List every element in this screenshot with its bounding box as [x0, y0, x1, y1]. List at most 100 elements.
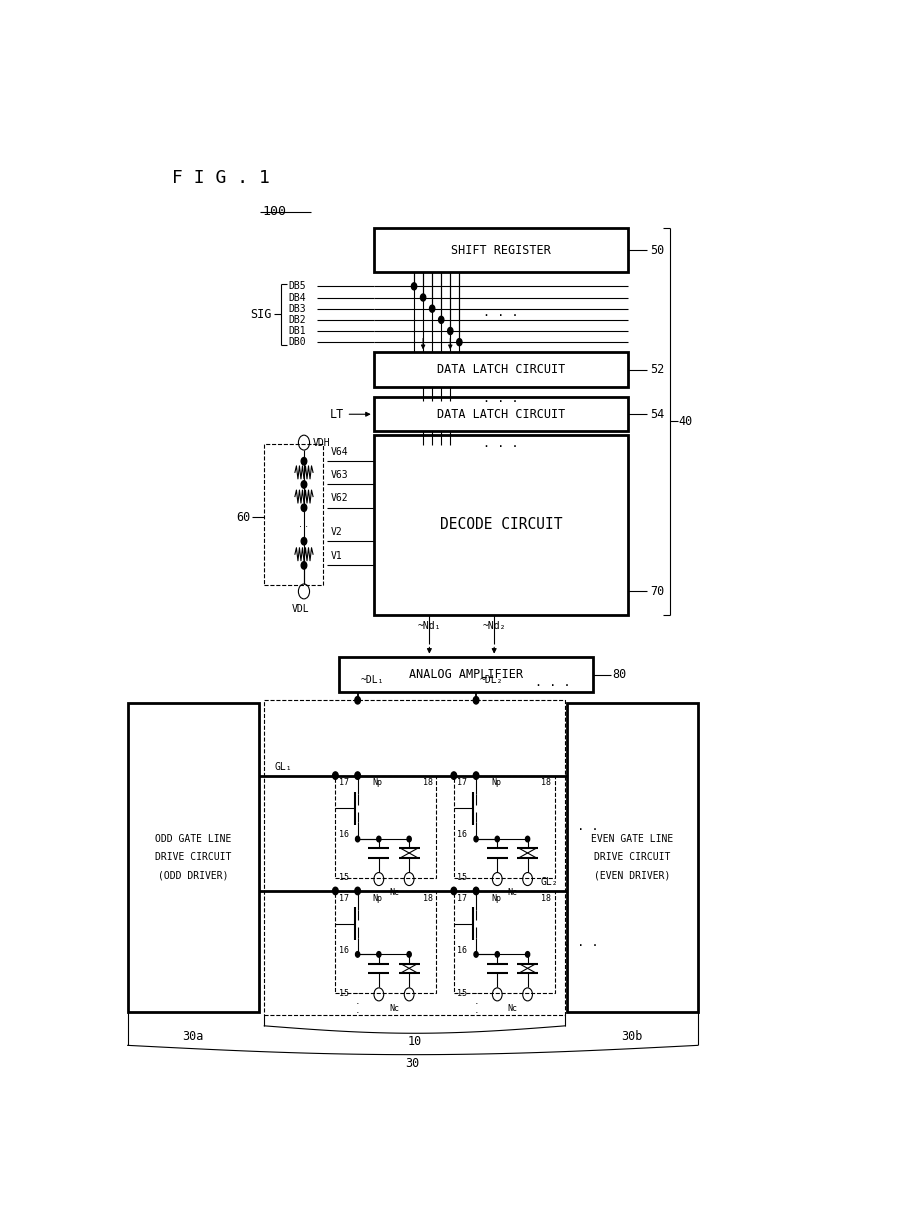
Text: F I G . 1: F I G . 1 [172, 169, 270, 187]
Text: 15: 15 [458, 989, 467, 998]
FancyBboxPatch shape [264, 443, 324, 585]
Text: DB3: DB3 [288, 303, 306, 314]
Text: 16: 16 [458, 830, 467, 840]
Text: 16: 16 [339, 946, 349, 954]
Circle shape [333, 772, 338, 779]
Circle shape [355, 772, 360, 779]
Text: ~DL₁: ~DL₁ [361, 675, 385, 685]
Text: 18: 18 [541, 778, 551, 788]
Text: Np: Np [373, 894, 383, 902]
Circle shape [333, 887, 338, 895]
Circle shape [473, 772, 479, 779]
Circle shape [495, 836, 499, 842]
Circle shape [457, 338, 462, 345]
FancyBboxPatch shape [335, 892, 436, 993]
FancyBboxPatch shape [454, 776, 555, 878]
Circle shape [448, 327, 453, 335]
Text: DECODE CIRCUIT: DECODE CIRCUIT [440, 517, 562, 533]
Text: SIG: SIG [250, 308, 271, 321]
Text: 54: 54 [650, 408, 664, 420]
Text: Nc: Nc [507, 888, 518, 898]
Text: VDH: VDH [313, 437, 331, 448]
Text: .: . [475, 1005, 478, 1015]
Text: 52: 52 [650, 364, 664, 376]
Text: ~Nd₂: ~Nd₂ [483, 621, 506, 632]
Text: DB4: DB4 [288, 292, 306, 302]
FancyBboxPatch shape [335, 776, 436, 878]
Text: Nc: Nc [389, 888, 399, 898]
Circle shape [355, 836, 360, 842]
Text: 80: 80 [612, 668, 627, 681]
Circle shape [473, 697, 479, 704]
Text: 16: 16 [458, 946, 467, 954]
Text: V2: V2 [331, 527, 343, 536]
Circle shape [301, 458, 307, 465]
Text: GL₂: GL₂ [540, 877, 557, 887]
Text: 30b: 30b [621, 1030, 643, 1044]
Circle shape [474, 888, 478, 894]
Text: DB0: DB0 [288, 337, 306, 347]
Text: . . .: . . . [535, 676, 571, 689]
Circle shape [301, 481, 307, 488]
Text: 50: 50 [650, 244, 664, 256]
Text: 17: 17 [458, 894, 467, 902]
Text: Np: Np [373, 778, 383, 788]
FancyBboxPatch shape [374, 435, 628, 615]
Text: GL₁: GL₁ [274, 762, 291, 772]
Text: . . .: . . . [483, 393, 519, 406]
Text: .: . [356, 987, 360, 997]
FancyBboxPatch shape [566, 703, 698, 1012]
Circle shape [301, 562, 307, 569]
Circle shape [355, 773, 360, 778]
Text: 18: 18 [423, 778, 433, 788]
Text: ~Nd₁: ~Nd₁ [418, 621, 441, 632]
Circle shape [301, 504, 307, 511]
Text: V1: V1 [331, 551, 343, 561]
Circle shape [495, 952, 499, 957]
Text: 60: 60 [236, 511, 250, 523]
Text: 40: 40 [678, 414, 692, 428]
Text: Np: Np [491, 894, 502, 902]
Circle shape [412, 283, 417, 290]
Text: DATA LATCH CIRCUIT: DATA LATCH CIRCUIT [437, 364, 565, 376]
FancyBboxPatch shape [128, 703, 259, 1012]
Text: 17: 17 [458, 778, 467, 788]
Text: ANALOG AMPLIFIER: ANALOG AMPLIFIER [409, 668, 523, 681]
Circle shape [377, 952, 381, 957]
FancyBboxPatch shape [374, 397, 628, 431]
Circle shape [526, 952, 530, 957]
FancyBboxPatch shape [374, 353, 628, 387]
Text: 30: 30 [405, 1057, 420, 1070]
Text: . . .: . . . [483, 437, 519, 451]
Circle shape [451, 887, 457, 895]
Text: DB1: DB1 [288, 326, 306, 336]
Text: SHIFT REGISTER: SHIFT REGISTER [451, 244, 551, 256]
Text: 18: 18 [541, 894, 551, 902]
Text: .: . [475, 987, 478, 997]
FancyBboxPatch shape [374, 228, 628, 272]
Text: .: . [356, 995, 360, 1006]
Text: . . .: . . . [564, 936, 599, 948]
Circle shape [474, 836, 478, 842]
Text: . .: . . [299, 519, 308, 529]
Text: DB5: DB5 [288, 281, 306, 291]
Text: 17: 17 [339, 778, 349, 788]
Circle shape [355, 697, 360, 704]
Text: DB2: DB2 [288, 315, 306, 325]
Text: Nc: Nc [507, 1004, 518, 1012]
Circle shape [407, 836, 411, 842]
Text: 15: 15 [339, 989, 349, 998]
Text: ODD GATE LINE
DRIVE CIRCUIT
(ODD DRIVER): ODD GATE LINE DRIVE CIRCUIT (ODD DRIVER) [155, 835, 231, 881]
Text: 15: 15 [458, 873, 467, 883]
Circle shape [474, 952, 478, 957]
Text: 18: 18 [423, 894, 433, 902]
Text: . . .: . . . [564, 820, 599, 834]
Text: 16: 16 [339, 830, 349, 840]
Text: V62: V62 [331, 493, 348, 503]
Text: EVEN GATE LINE
DRIVE CIRCUIT
(EVEN DRIVER): EVEN GATE LINE DRIVE CIRCUIT (EVEN DRIVE… [591, 835, 673, 881]
Text: V63: V63 [331, 470, 348, 480]
Circle shape [355, 887, 360, 895]
Circle shape [301, 538, 307, 545]
FancyBboxPatch shape [339, 657, 593, 692]
Text: ~DL₂: ~DL₂ [479, 675, 503, 685]
